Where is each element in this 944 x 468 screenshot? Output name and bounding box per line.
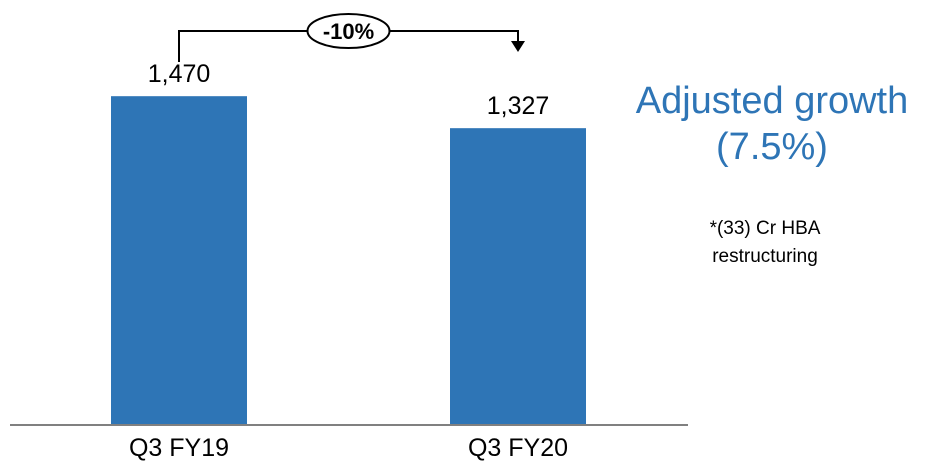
footnote: *(33) Cr HBA restructuring (650, 215, 880, 271)
change-arrow-head (511, 41, 525, 52)
bar-q3-fy19 (111, 96, 247, 426)
data-label-q3-fy19: 1,470 (148, 60, 211, 88)
change-annotation: -10% (178, 13, 525, 62)
bar-q3-fy20 (450, 128, 586, 425)
footnote-line-2: restructuring (712, 246, 818, 267)
adjusted-growth-title: Adjusted growth (635, 80, 909, 122)
side-panel: Adjusted growth (7.5%) (600, 78, 944, 170)
adjusted-growth-value: (7.5%) (716, 126, 828, 168)
bars-layer (111, 96, 586, 426)
change-badge (306, 13, 391, 49)
x-tick-q3-fy19: Q3 FY19 (129, 434, 229, 462)
labels-layer: 1,470 Q3 FY19 1,327 Q3 FY20 (129, 60, 568, 462)
x-tick-q3-fy20: Q3 FY20 (468, 434, 568, 462)
footnote-line-1: *(33) Cr HBA (709, 218, 821, 239)
data-label-q3-fy20: 1,327 (487, 92, 550, 120)
change-percent-label: -10% (323, 19, 374, 44)
